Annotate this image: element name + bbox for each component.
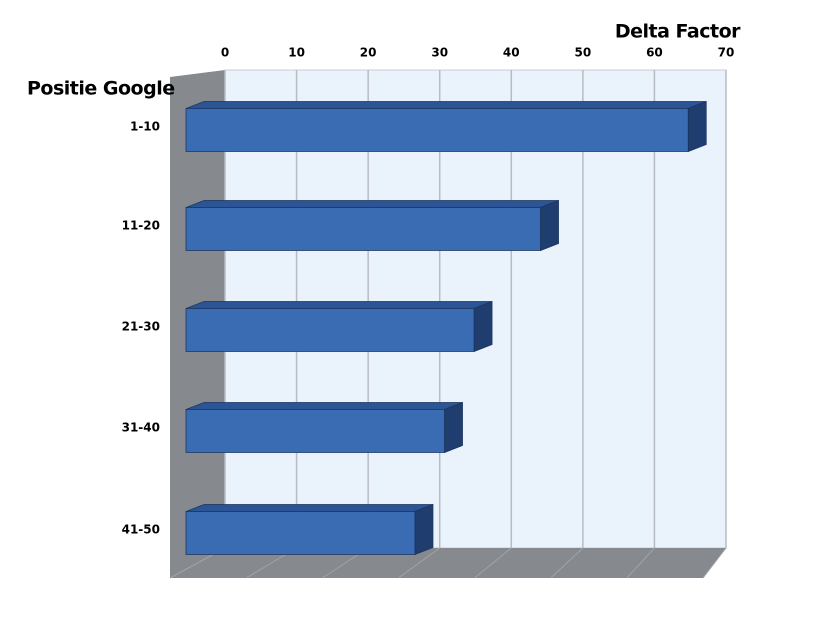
bar-face bbox=[687, 100, 707, 153]
y-tick-label: 1-10 bbox=[130, 120, 160, 134]
bar bbox=[185, 503, 434, 556]
x-tick-label: 70 bbox=[718, 46, 735, 60]
bar-face bbox=[185, 409, 445, 453]
x-tick-label: 20 bbox=[360, 46, 377, 60]
x-tick-label: 40 bbox=[503, 46, 520, 60]
bar bbox=[185, 100, 707, 153]
x-tick-label: 0 bbox=[221, 46, 229, 60]
floor-grid-line bbox=[702, 547, 727, 579]
bar-face bbox=[185, 511, 416, 555]
bar bbox=[185, 199, 559, 252]
y-axis-title: Positie Google bbox=[27, 78, 175, 100]
bar-face bbox=[185, 200, 559, 208]
y-tick-label: 31-40 bbox=[122, 421, 160, 435]
floor bbox=[170, 548, 726, 578]
bar-face bbox=[185, 402, 463, 410]
bar-face bbox=[540, 199, 559, 252]
x-tick-label: 50 bbox=[575, 46, 592, 60]
y-tick-label: 21-30 bbox=[122, 320, 160, 334]
floor-grid-line bbox=[398, 547, 441, 579]
bar-face bbox=[185, 207, 541, 251]
floor-grid-line bbox=[474, 547, 512, 579]
bar bbox=[185, 300, 493, 353]
y-tick-label: 41-50 bbox=[122, 523, 160, 537]
x-tick-label: 10 bbox=[288, 46, 305, 60]
x-tick-label: 30 bbox=[431, 46, 448, 60]
floor-grid-line bbox=[550, 547, 584, 579]
bar-face bbox=[185, 101, 707, 109]
x-tick-label: 60 bbox=[646, 46, 663, 60]
bar-face bbox=[473, 300, 493, 353]
x-axis-title: Delta Factor bbox=[615, 21, 741, 43]
bar-face bbox=[444, 401, 463, 454]
bar-face bbox=[185, 108, 689, 152]
y-tick-label: 11-20 bbox=[122, 219, 160, 233]
bar-face bbox=[185, 308, 475, 352]
floor-grid-line bbox=[626, 547, 655, 579]
bar-face bbox=[185, 504, 434, 512]
bar-face bbox=[414, 503, 434, 556]
bar-face bbox=[185, 301, 493, 309]
bar bbox=[185, 401, 463, 454]
